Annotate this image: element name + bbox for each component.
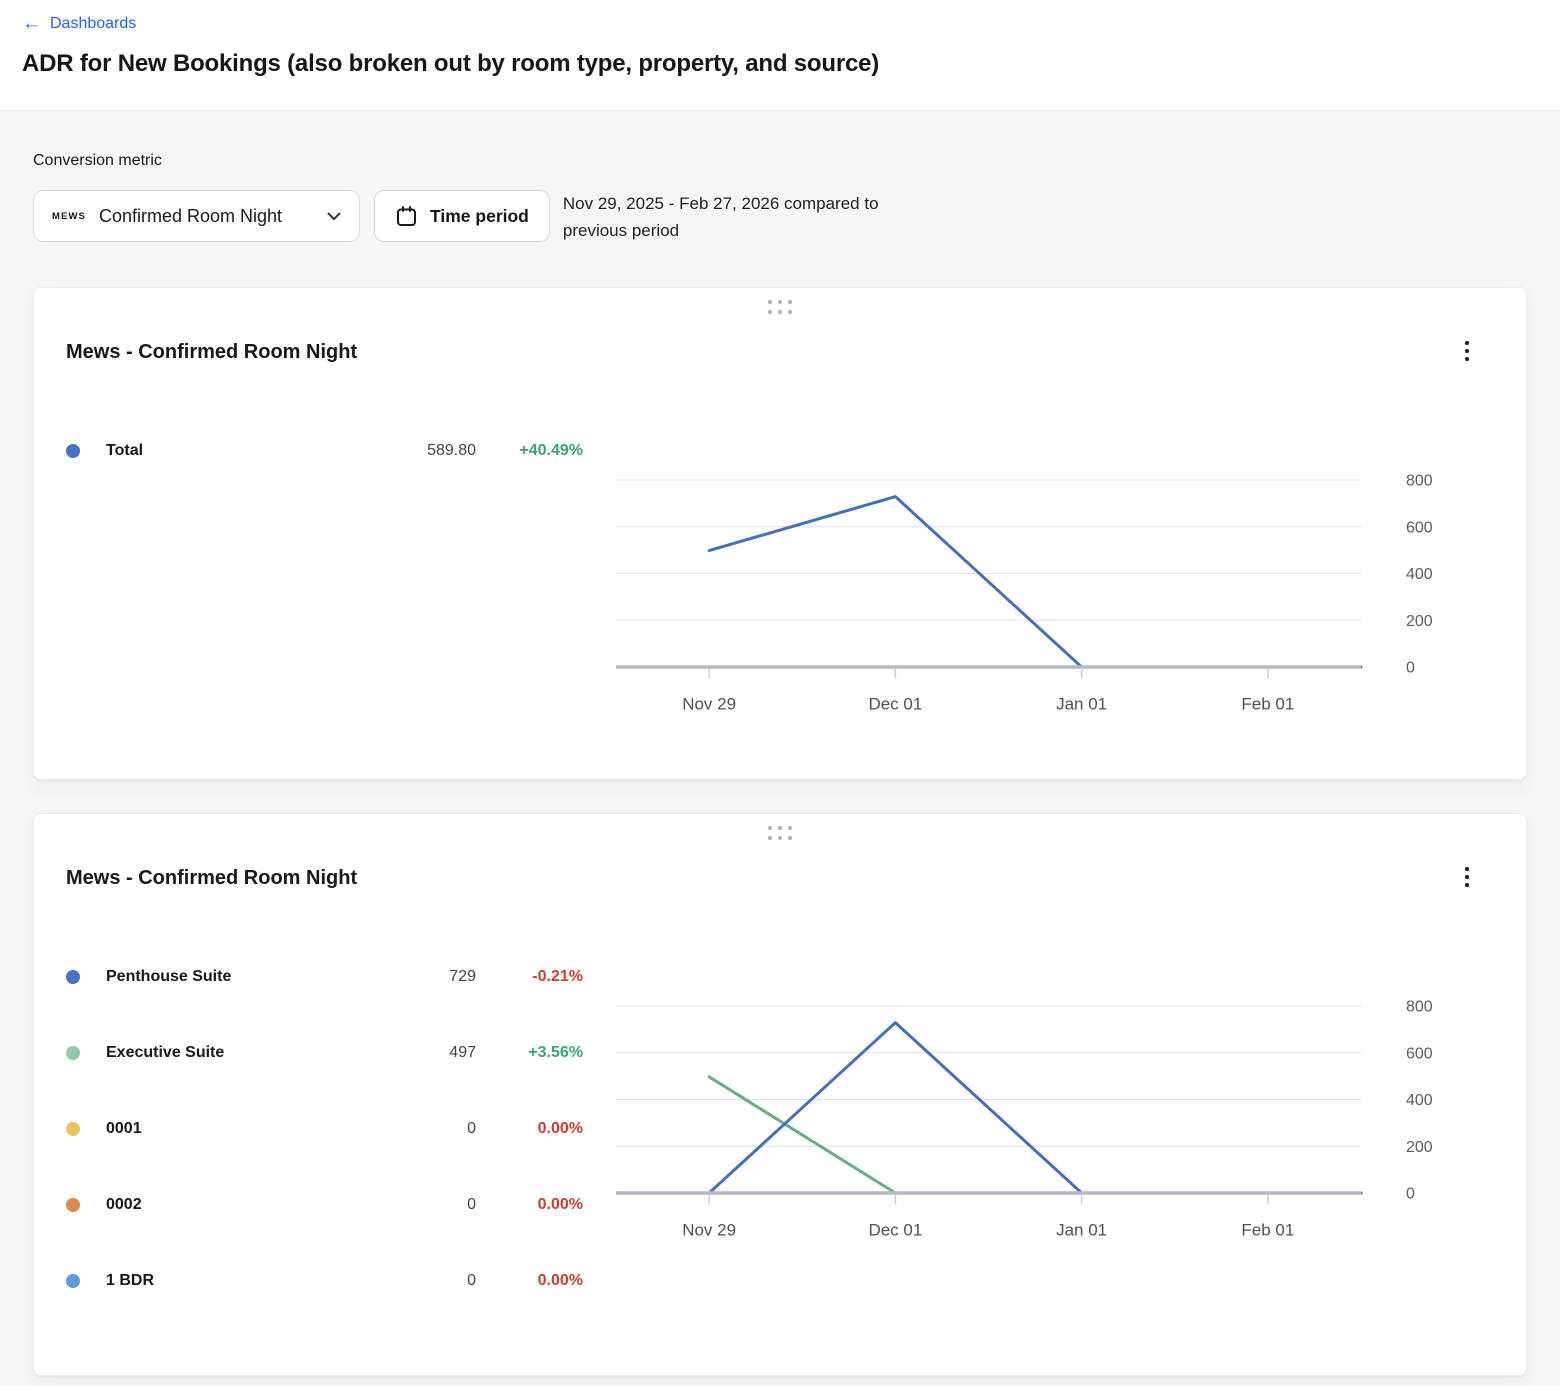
conversion-metric-value: Confirmed Room Night	[98, 205, 283, 226]
series-value: 497	[449, 1044, 476, 1061]
calendar-icon	[397, 205, 416, 226]
card-title: Mews - Confirmed Room Night	[66, 341, 358, 363]
series-value: 0	[467, 1196, 476, 1213]
back-link-label: Dashboards	[50, 15, 137, 32]
x-axis-label: Feb 01	[1241, 695, 1294, 714]
y-axis-label: 800	[1406, 473, 1433, 490]
x-axis-label: Jan 01	[1056, 1221, 1107, 1240]
series-color-dot	[66, 970, 80, 984]
y-axis-label: 800	[1406, 999, 1433, 1016]
series-value: 729	[449, 968, 476, 985]
legend-item[interactable]: 1 BDR 0 0.00%	[66, 1269, 583, 1293]
page-title: ADR for New Bookings (also broken out by…	[22, 50, 880, 77]
series-color-dot	[66, 1274, 80, 1288]
series-value: 589.80	[427, 442, 476, 459]
y-axis-label: 0	[1406, 1186, 1415, 1203]
series-line-executive-suite	[707, 1075, 1363, 1195]
y-axis-label: 400	[1406, 1092, 1433, 1109]
series-line-total	[707, 495, 1363, 669]
x-axis-label: Jan 01	[1056, 695, 1107, 714]
chart-card-total: Mews - Confirmed Room Night Total 589.80 +…	[33, 287, 1527, 780]
conversion-metric-label: Conversion metric	[33, 152, 162, 169]
series-name: Executive Suite	[106, 1044, 225, 1061]
series-name: 1 BDR	[106, 1272, 155, 1289]
series-change-percent: +3.56%	[528, 1044, 583, 1061]
filter-controls-row: MEWS Confirmed Room Night Time period No…	[33, 190, 1527, 244]
series-change-percent: -0.21%	[532, 968, 583, 985]
x-axis-label: Dec 01	[868, 1221, 922, 1240]
page-header: ← Dashboards ADR for New Bookings (also …	[0, 0, 1560, 111]
series-color-dot	[66, 1122, 80, 1136]
x-axis-label: Feb 01	[1241, 1221, 1294, 1240]
y-axis-label: 0	[1406, 660, 1415, 677]
series-name: 0002	[106, 1196, 142, 1213]
series-change-percent: 0.00%	[537, 1196, 583, 1213]
y-axis-label: 200	[1406, 1139, 1433, 1156]
card-menu-button[interactable]	[1452, 860, 1482, 894]
series-name: Total	[106, 442, 144, 459]
series-color-dot	[66, 1198, 80, 1212]
series-name: 0001	[106, 1120, 142, 1137]
mews-logo: MEWS	[52, 210, 86, 222]
period-summary-line2: previous period	[562, 221, 680, 240]
series-line-penthouse-suite	[707, 1021, 1363, 1195]
drag-handle-icon[interactable]	[764, 296, 796, 318]
y-axis-label: 600	[1406, 519, 1433, 536]
chart-legend: Penthouse Suite 729 -0.21% Executive Suite 4…	[66, 965, 583, 1345]
series-name: Penthouse Suite	[106, 968, 232, 985]
back-to-dashboards-link[interactable]: ← Dashboards	[22, 14, 136, 34]
legend-item[interactable]: Total 589.80 +40.49%	[66, 439, 583, 463]
line-chart-total: 0 200 400 600 800 Nov 29 Dec 01 Jan 01 Feb 01	[616, 473, 1433, 714]
legend-item[interactable]: 0001 0 0.00%	[66, 1117, 583, 1141]
y-axis-label: 600	[1406, 1045, 1433, 1062]
x-axis-label: Nov 29	[682, 695, 736, 714]
drag-handle-icon[interactable]	[764, 822, 796, 844]
legend-item[interactable]: Penthouse Suite 729 -0.21%	[66, 965, 583, 989]
series-change-percent: 0.00%	[537, 1272, 583, 1289]
series-value: 0	[467, 1120, 476, 1137]
y-axis-label: 200	[1406, 613, 1433, 630]
y-axis-label: 400	[1406, 566, 1433, 583]
chevron-down-icon	[327, 212, 341, 220]
conversion-metric-dropdown[interactable]: MEWS Confirmed Room Night	[33, 190, 360, 242]
time-period-button[interactable]: Time period	[374, 190, 550, 242]
period-summary: Nov 29, 2025 - Feb 27, 2026 compared to …	[563, 190, 879, 244]
chart-legend: Total 589.80 +40.49%	[66, 439, 583, 515]
card-title: Mews - Confirmed Room Night	[66, 867, 358, 889]
series-color-dot	[66, 444, 80, 458]
period-summary-line1: Nov 29, 2025 - Feb 27, 2026 compared to	[562, 194, 879, 213]
x-axis-label: Nov 29	[682, 1221, 736, 1240]
legend-item[interactable]: 0002 0 0.00%	[66, 1193, 583, 1217]
card-menu-button[interactable]	[1452, 334, 1482, 368]
time-period-label: Time period	[430, 205, 529, 226]
dashboard-content: Conversion metric MEWS Confirmed Room Ni…	[0, 111, 1560, 1386]
chart-card-room-types: Mews - Confirmed Room Night Penthouse Su…	[33, 813, 1527, 1376]
back-arrow-icon: ←	[22, 13, 41, 34]
series-change-percent: +40.49%	[519, 442, 583, 459]
line-chart-room-types: 0 200 400 600 800 Nov 29 Dec 01 Jan 01 Feb 01	[616, 999, 1433, 1240]
series-change-percent: 0.00%	[537, 1120, 583, 1137]
series-color-dot	[66, 1046, 80, 1060]
legend-item[interactable]: Executive Suite 497 +3.56%	[66, 1041, 583, 1065]
series-value: 0	[467, 1272, 476, 1289]
x-axis-label: Dec 01	[868, 695, 922, 714]
